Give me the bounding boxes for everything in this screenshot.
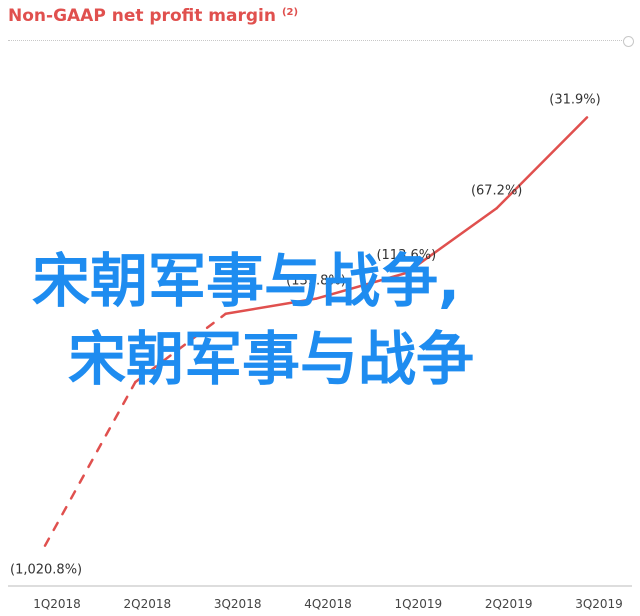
x-tick-label: 2Q2018 [124, 597, 172, 611]
title-divider [8, 40, 628, 41]
data-label: (31.9%) [549, 92, 600, 107]
data-labels: (1,020.8%) (139.8%) (113.6%) (67.2%) (31.9%) [10, 92, 601, 577]
x-tick-label: 4Q2018 [304, 597, 352, 611]
series-segment [495, 116, 589, 210]
chart-title-group: Non-GAAP net profit margin (2) [8, 6, 298, 26]
data-label: (139.8%) [286, 274, 346, 289]
x-tick-label: 1Q2019 [395, 597, 443, 611]
series-segment [134, 312, 227, 384]
data-label: (1,020.8%) [10, 563, 82, 578]
x-tick-label: 1Q2018 [33, 597, 81, 611]
overlay-text-line-1: 宋朝军事与战争, [32, 247, 461, 315]
x-tick-label: 3Q2018 [214, 597, 262, 611]
series-segment [224, 297, 318, 316]
chart-title-note: (2) [281, 7, 299, 18]
series-segment [314, 271, 408, 300]
x-tick-label: 2Q2019 [485, 597, 533, 611]
title-divider-end [623, 36, 634, 47]
x-tick-label: 3Q2019 [575, 597, 623, 611]
series-segment [405, 207, 498, 275]
series-segment [43, 380, 137, 547]
series-line [43, 116, 589, 547]
chart-title: Non-GAAP net profit margin [8, 6, 276, 26]
x-axis-ticks: 1Q2018 2Q2018 3Q2018 4Q2018 1Q2019 2Q2019 3Q20… [33, 597, 623, 611]
data-label: (67.2%) [471, 183, 522, 198]
overlay-text-line-2: 宋朝军事与战争 [68, 325, 475, 393]
data-label: (113.6%) [376, 248, 436, 263]
